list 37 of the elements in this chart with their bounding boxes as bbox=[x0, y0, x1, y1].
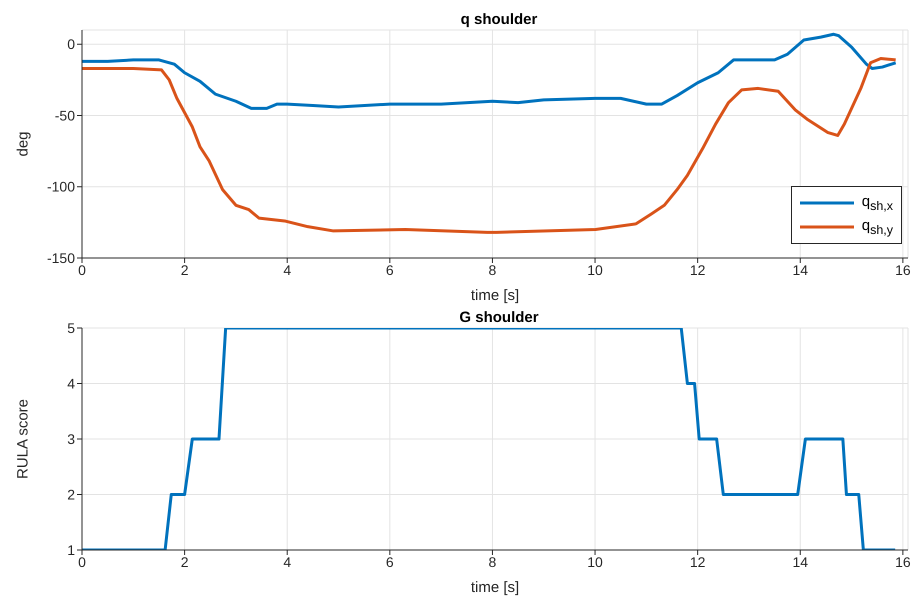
y-tick-label: 1 bbox=[67, 542, 76, 558]
chart-title: G shoulder bbox=[459, 309, 539, 326]
y-axis-title: RULA score bbox=[14, 398, 32, 480]
x-tick-label: 12 bbox=[690, 554, 706, 570]
line-series bbox=[82, 32, 898, 110]
x-tick-label: 0 bbox=[78, 554, 86, 570]
y-tick-label: -100 bbox=[46, 178, 76, 195]
x-tick-label: 8 bbox=[488, 554, 497, 570]
x-tick-label: 16 bbox=[895, 262, 911, 278]
y-tick-label: -150 bbox=[46, 250, 76, 266]
y-axis-title: deg bbox=[14, 131, 32, 157]
x-tick-label: 14 bbox=[792, 262, 808, 278]
x-tick-label: 4 bbox=[283, 262, 292, 278]
x-tick-label: 4 bbox=[283, 554, 292, 570]
x-axis-title: time [s] bbox=[470, 579, 520, 596]
x-tick-label: 2 bbox=[180, 262, 189, 278]
chart-title: q shoulder bbox=[460, 11, 538, 28]
legend-label: q$_{sh,y}$ bbox=[862, 217, 893, 237]
x-tick-label: 0 bbox=[78, 262, 86, 278]
x-tick-label: 16 bbox=[895, 554, 911, 570]
x-tick-label: 6 bbox=[386, 262, 394, 278]
line-series bbox=[82, 328, 897, 550]
x-tick-label: 8 bbox=[488, 262, 497, 278]
x-tick-label: 10 bbox=[587, 262, 604, 278]
y-tick-label: 0 bbox=[67, 36, 76, 52]
legend-label: q$_{sh,x}$ bbox=[862, 193, 893, 213]
x-tick-label: 12 bbox=[690, 262, 706, 278]
x-tick-label: 14 bbox=[792, 554, 808, 570]
y-tick-label: 3 bbox=[67, 430, 76, 447]
y-tick-label: 4 bbox=[67, 375, 76, 392]
y-tick-label: 2 bbox=[67, 486, 76, 502]
x-tick-label: 6 bbox=[386, 554, 394, 570]
y-tick-label: 5 bbox=[67, 320, 76, 336]
y-tick-label: -50 bbox=[54, 107, 76, 124]
x-tick-label: 2 bbox=[180, 554, 189, 570]
x-tick-label: 10 bbox=[587, 554, 604, 570]
x-axis-title: time [s] bbox=[470, 287, 520, 304]
